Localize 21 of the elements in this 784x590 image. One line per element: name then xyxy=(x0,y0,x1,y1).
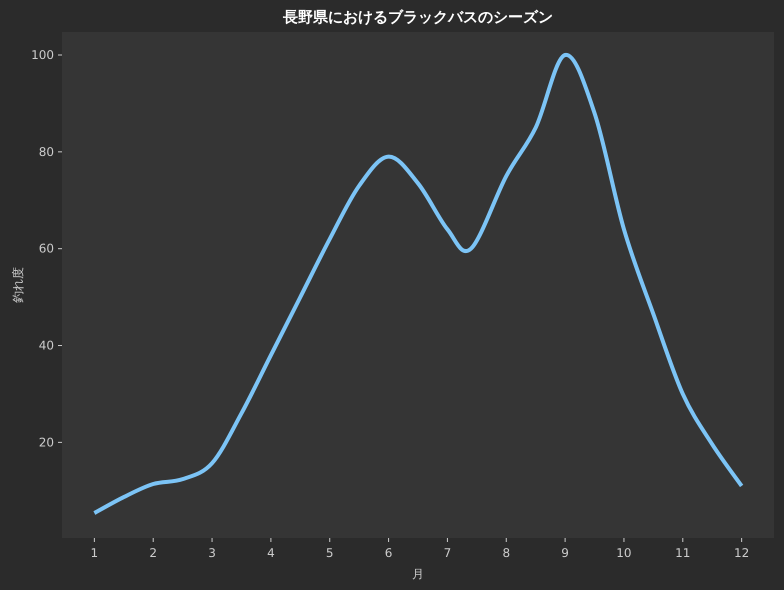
x-tick-label: 1 xyxy=(90,546,98,560)
x-axis-title: 月 xyxy=(412,567,424,581)
x-tick-label: 12 xyxy=(734,546,750,560)
y-axis-title: 釣れ度 xyxy=(11,267,25,303)
x-tick-label: 7 xyxy=(444,546,452,560)
line-series xyxy=(92,53,744,516)
x-tick-label: 5 xyxy=(326,546,334,560)
x-tick-label: 2 xyxy=(149,546,158,560)
x-tick-label: 8 xyxy=(502,546,510,560)
y-tick-label: 100 xyxy=(31,48,54,62)
chart-title: 長野県におけるブラックバスのシーズン xyxy=(282,8,553,26)
x-tick-label: 4 xyxy=(267,546,275,560)
x-tick-label: 11 xyxy=(675,546,690,560)
y-tick-label: 60 xyxy=(38,242,54,256)
x-tick-label: 10 xyxy=(616,546,632,560)
y-tick-label: 80 xyxy=(38,144,54,159)
y-tick-label: 40 xyxy=(38,338,54,353)
x-tick-label: 9 xyxy=(561,546,569,560)
x-tick-label: 6 xyxy=(384,546,392,560)
y-tick-label: 20 xyxy=(38,435,54,450)
x-tick-label: 3 xyxy=(208,546,216,560)
